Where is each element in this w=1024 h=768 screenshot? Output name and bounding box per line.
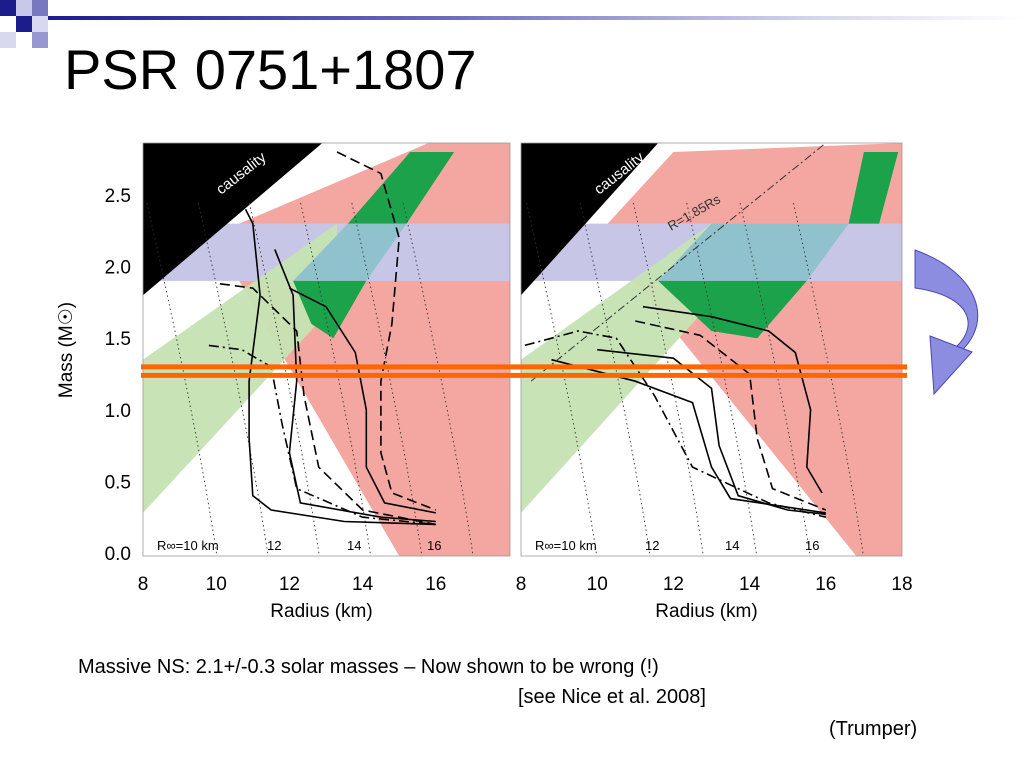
radius-limit-line [530, 143, 827, 382]
r-inf-tick-label: 12 [267, 538, 281, 553]
green-dark-region-upper [848, 152, 899, 224]
green-dark-region-lower [293, 280, 367, 339]
r-inf-tick-label: 14 [347, 538, 361, 553]
dotted-curve [686, 202, 758, 556]
x-tick-label: 16 [815, 574, 836, 595]
panel-frame [520, 142, 903, 557]
dotted-curve [146, 202, 218, 556]
causality-region [143, 143, 323, 296]
y-tick-label: 1.5 [105, 329, 131, 350]
x-tick-label: 10 [587, 574, 608, 595]
overlap-region [658, 223, 849, 281]
green-dark-region-lower [658, 280, 807, 339]
series-line [244, 208, 436, 526]
x-tick-label: 18 [891, 574, 912, 595]
series-line [219, 283, 436, 526]
y-tick-label: 0.5 [105, 472, 131, 493]
overlap-region [293, 223, 407, 281]
causality-region [521, 143, 659, 296]
y-axis-label: Mass (M☉) [56, 302, 77, 398]
dotted-curve [300, 202, 372, 556]
header-square [0, 32, 16, 48]
x-tick-label: 12 [663, 574, 684, 595]
header-square [16, 0, 32, 16]
credit-text: (Trumper) [829, 718, 918, 740]
series-line [208, 344, 436, 526]
series-line [597, 348, 826, 516]
dotted-curve [248, 202, 320, 556]
r-inf-label: R∞=10 km [157, 538, 219, 553]
caption-line-1: Massive NS: 2.1+/-0.3 solar masses – Now… [78, 656, 659, 678]
slide-header-decoration [0, 0, 1024, 50]
curved-arrow-head [929, 335, 973, 396]
r-inf-tick-label: 16 [805, 538, 819, 553]
header-square [32, 16, 48, 32]
x-tick-label: 12 [279, 574, 300, 595]
series-line [642, 305, 823, 494]
r-inf-label: R∞=10 km [535, 538, 597, 553]
dotted-curve [739, 202, 811, 556]
x-tick-label: 8 [138, 574, 149, 595]
y-tick-label: 0.0 [105, 544, 131, 565]
x-axis-label: Radius (km) [270, 601, 372, 622]
plot-area [143, 143, 510, 556]
header-square [16, 16, 32, 32]
x-axis-label: Radius (km) [655, 601, 757, 622]
header-square [32, 0, 48, 16]
y-tick-label: 2.0 [105, 258, 131, 279]
header-gradient-bar [48, 16, 1024, 20]
dotted-curve [526, 202, 598, 556]
green-dark-region-upper [347, 152, 455, 224]
y-tick-label: 1.0 [105, 401, 131, 422]
header-square [0, 0, 16, 16]
r-inf-tick-label: 16 [427, 538, 441, 553]
x-tick-label: 8 [516, 574, 527, 595]
dotted-curve [351, 202, 423, 556]
r-inf-tick-label: 12 [645, 538, 659, 553]
caption-line-2: [see Nice et al. 2008] [518, 686, 706, 708]
dotted-curve [197, 202, 269, 556]
x-tick-label: 16 [425, 574, 446, 595]
x-tick-label: 14 [352, 574, 374, 595]
x-tick-label: 14 [739, 574, 761, 595]
header-square [32, 32, 48, 48]
dotted-curve [579, 202, 651, 556]
panel-frame [142, 142, 511, 557]
dotted-curve [402, 202, 474, 556]
x-tick-label: 10 [206, 574, 227, 595]
series-line [635, 320, 827, 511]
slide-title: PSR 0751+1807 [64, 38, 477, 101]
series-line [336, 151, 437, 511]
dotted-curve [632, 202, 704, 556]
series-line [289, 287, 436, 514]
overlay-layer [141, 249, 979, 396]
y-tick-label: 2.5 [105, 186, 131, 207]
plot-area [521, 143, 902, 556]
dotted-curve [792, 202, 864, 556]
series-line [524, 330, 826, 518]
r-inf-tick-label: 14 [725, 538, 739, 553]
